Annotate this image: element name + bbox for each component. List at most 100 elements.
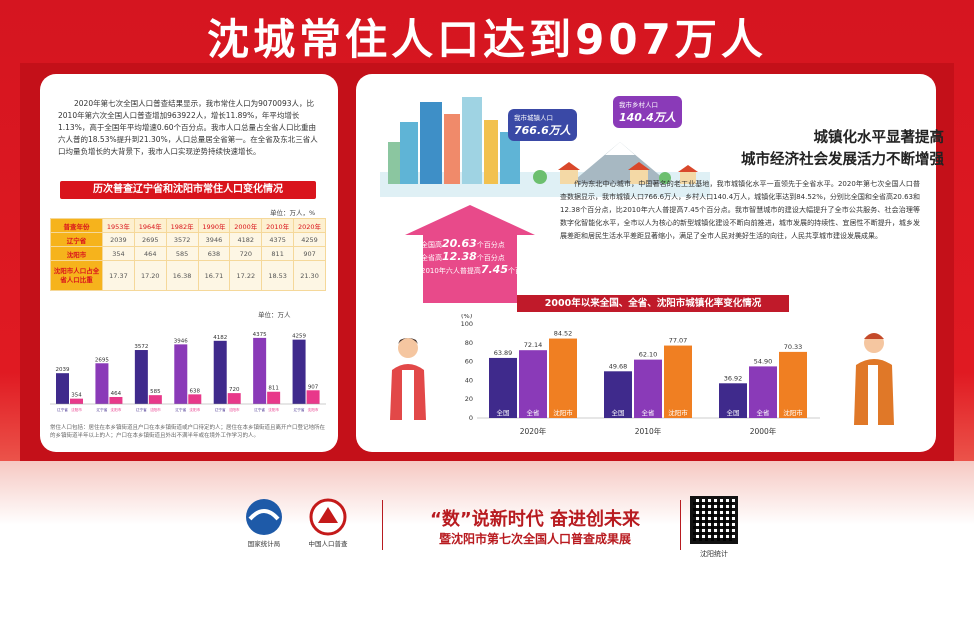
man-illustration: [854, 333, 894, 425]
bar-series-label: 沈阳市: [308, 407, 319, 412]
bar: [489, 357, 517, 418]
bar-value-label: 585: [150, 389, 161, 395]
bar-value-label: 4259: [292, 334, 306, 340]
table-header-cell: 2020年: [293, 218, 326, 233]
table-cell: 585: [165, 246, 199, 261]
bar: [213, 340, 227, 404]
slogan-main: “数”说新时代 奋进创未来: [430, 509, 640, 530]
bar-value-label: 638: [190, 388, 201, 394]
bar: [634, 359, 662, 418]
bar-series-label: 辽宁省: [57, 407, 68, 412]
census-logo-icon: [309, 498, 347, 536]
table-cell: 16.38: [165, 260, 199, 291]
table-cell: 4375: [261, 232, 295, 247]
bar-value-label: 2039: [56, 367, 70, 373]
logo1-label: 国家统计局: [247, 540, 281, 548]
bar-series-label: 全省: [642, 408, 656, 417]
comparison-suffix: 个百分点: [476, 254, 505, 262]
bar-unit: 单位：万人: [258, 311, 291, 319]
table-cell: 638: [197, 246, 231, 261]
bar-series-label: 全省: [757, 408, 771, 417]
comparison-line: 比2010年六人普提高7.45个百分点: [414, 264, 529, 288]
bar-value-label: 4182: [213, 335, 227, 341]
bar-value-label: 84.52: [554, 330, 573, 338]
woman-illustration: [390, 338, 426, 420]
table-cell: 907: [293, 246, 326, 261]
bar: [779, 351, 807, 418]
y-tick-label: 80: [465, 339, 473, 347]
comparison-prefix: 比全省高: [414, 254, 442, 262]
bar: [188, 394, 202, 404]
table-cell: 17.37: [102, 260, 135, 291]
comparison-prefix: 比全国高: [414, 241, 442, 249]
census-history-table: 普查年份 1953年 1964年 1982年 1990年 2000年 2010年…: [50, 218, 326, 291]
urbanization-rate-chart: (%) 0 20 40 60 80 100 63.89 全国 72.14 全省 84.52 沈阳市 202…: [461, 314, 820, 436]
table-cell: 18.53: [261, 260, 295, 291]
bar-series-label: 辽宁省: [97, 407, 108, 412]
table-cell: 4182: [229, 232, 263, 247]
bar: [549, 338, 577, 418]
table-header-cell: 1964年: [133, 218, 167, 233]
table-cell: 811: [261, 246, 295, 261]
bar: [604, 371, 632, 418]
table-cell: 16.71: [197, 260, 231, 291]
bar: [70, 398, 83, 404]
bar: [664, 345, 692, 418]
up-arrow-graphic: [405, 205, 535, 303]
bar-value-label: 70.33: [784, 343, 803, 351]
comparison-prefix: 比2010年六人普提高: [414, 267, 481, 275]
x-tick-label: 2010年: [635, 426, 662, 436]
table-cell: 2039: [102, 232, 135, 247]
city-skyline-illustration: [380, 97, 710, 197]
bar-value-label: 354: [71, 393, 82, 399]
urban-population-bubble: 我市城镇人口 766.6万人: [508, 109, 577, 141]
table-header-row: 普查年份 1953年 1964年 1982年 1990年 2000年 2010年…: [50, 218, 326, 233]
y-axis-label: (%): [461, 314, 472, 320]
urbanization-ribbon-title: 2000年以来全国、全省、沈阳市城镇化率变化情况: [517, 295, 789, 312]
bar-value-label: 3946: [174, 338, 188, 344]
table-cell: 3946: [197, 232, 231, 247]
urbanization-paragraph: 作为东北中心城市，中国著名的老工业基地，我市城镇化水平一直领先于全省水平。202…: [560, 180, 920, 240]
table-cell: 17.22: [229, 260, 263, 291]
table-row: 沈阳市 354 464 585 638 720 811 907: [50, 246, 326, 261]
table-row: 辽宁省 2039 2695 3572 3946 4182 4375 4259: [50, 232, 326, 247]
comparison-value: 7.45: [480, 263, 508, 276]
table-cell: 4259: [293, 232, 326, 247]
bar-series-label: 沈阳市: [268, 407, 279, 412]
urbanization-comparison: 比全国高20.63个百分点 比全省高12.38个百分点 比2010年六人普提高7…: [414, 238, 529, 288]
y-tick-label: 60: [465, 358, 473, 366]
bubble-value: 766.6万人: [514, 124, 571, 137]
bar-series-label: 沈阳市: [150, 407, 161, 412]
comparison-suffix: 个百分点: [414, 267, 529, 286]
bar-series-label: 全国: [497, 408, 510, 417]
bar-value-label: 464: [111, 391, 122, 397]
y-tick-label: 40: [465, 376, 473, 384]
bar-series-label: 沈阳市: [668, 408, 688, 417]
bar-series-label: 辽宁省: [215, 407, 226, 412]
headline-2: 城市经济社会发展活力不断增强: [741, 152, 944, 168]
page-title: 沈城常住人口达到907万人: [207, 15, 767, 64]
bar: [519, 350, 547, 418]
bar-value-label: 811: [268, 386, 279, 392]
bar-series-label: 沈阳市: [71, 407, 82, 412]
bar-value-label: 4375: [253, 332, 267, 338]
footer: [0, 461, 974, 621]
bar-value-label: 54.90: [754, 357, 773, 365]
comparison-line: 比全国高20.63个百分点: [414, 238, 529, 251]
comparison-line: 比全省高12.38个百分点: [414, 251, 529, 264]
table-header-cell: 1953年: [102, 218, 135, 233]
divider: [382, 500, 383, 550]
bar-series-label: 沈阳市: [189, 407, 200, 412]
bar-series-label: 辽宁省: [136, 407, 147, 412]
table-header-cell: 1982年: [165, 218, 199, 233]
headline-1: 城镇化水平显著提高: [813, 130, 945, 146]
y-tick-label: 100: [461, 320, 473, 328]
table-header-cell: 2010年: [261, 218, 295, 233]
bubble-label: 我市城镇人口: [514, 114, 553, 122]
bar-value-label: 3572: [134, 344, 148, 350]
bar-series-label: 沈阳市: [111, 407, 122, 412]
qr-code[interactable]: [690, 496, 738, 544]
table-cell: 17.20: [133, 260, 167, 291]
bar: [267, 391, 281, 404]
bar-value-label: 77.07: [669, 337, 688, 345]
